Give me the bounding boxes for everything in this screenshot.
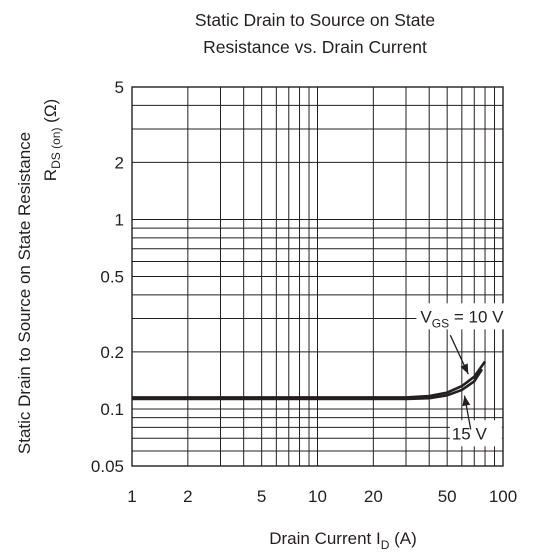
- y-axis-label-symbol: RDS (on) (Ω): [41, 99, 63, 181]
- y-axis-label-r: R: [41, 169, 60, 181]
- x-tick-label: 1: [127, 487, 136, 506]
- x-axis-label-unit: (A): [394, 529, 417, 548]
- x-axis-label: Drain Current ID (A): [269, 529, 417, 552]
- annotation-vgs-arrow-head: [460, 363, 469, 375]
- annotations: VGS = 10 V 15 V: [416, 303, 535, 447]
- y-tick-label: 0.1: [100, 400, 124, 419]
- annotation-15v-arrow-head: [462, 395, 471, 407]
- y-tick-label: 5: [115, 78, 124, 97]
- y-tick-label: 2: [115, 153, 124, 172]
- series-group: [132, 360, 487, 401]
- x-tick-label: 20: [364, 487, 383, 506]
- grid: [131, 86, 504, 467]
- y-tick-labels: 5 2 1 0.5 0.2 0.1 0.05: [91, 78, 124, 476]
- plot-frame: [131, 86, 504, 467]
- annotation-vgs-10v: VGS = 10 V: [420, 307, 504, 330]
- series-line-1: [132, 360, 487, 399]
- x-tick-label: 50: [438, 487, 457, 506]
- annotation-15v-bg: [449, 420, 502, 447]
- x-tick-label: 5: [257, 487, 266, 506]
- annotation-15v: 15 V: [452, 424, 488, 443]
- y-axis-label: Static Drain to Source on State Resistan…: [15, 132, 34, 454]
- series-line-2: [132, 368, 484, 401]
- x-tick-label: 2: [183, 487, 192, 506]
- x-axis-label-main: Drain Current I: [269, 529, 380, 548]
- x-tick-label: 10: [308, 487, 327, 506]
- chart-title-line-2: Resistance vs. Drain Current: [203, 37, 427, 57]
- y-axis-label-unit: (Ω): [41, 99, 60, 123]
- y-tick-label: 0.2: [100, 343, 124, 362]
- x-tick-labels: 1 2 5 10 20 50 100: [127, 487, 517, 506]
- y-axis-label-subscript: DS (on): [49, 128, 63, 169]
- x-axis-label-subscript: D: [381, 538, 390, 552]
- chart-title-line-1: Static Drain to Source on State: [195, 10, 435, 30]
- annotation-vgs-bg: [416, 303, 535, 330]
- y-tick-label: 1: [115, 210, 124, 229]
- x-tick-label: 100: [489, 487, 517, 506]
- y-tick-label: 0.05: [91, 457, 124, 476]
- y-tick-label: 0.5: [100, 268, 124, 287]
